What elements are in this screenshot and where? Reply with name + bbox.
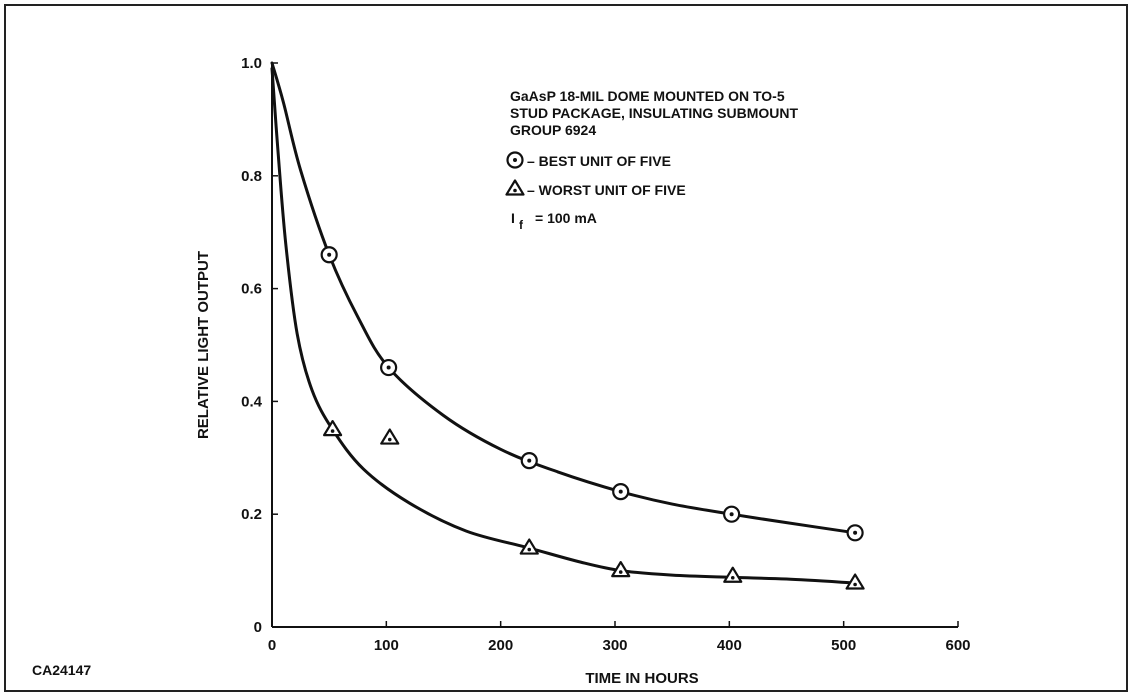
marker-triangle	[723, 566, 743, 583]
y-tick-label: 0.8	[241, 168, 262, 185]
marker-triangle	[845, 573, 865, 590]
worst-unit-point	[611, 560, 631, 578]
x-axis-label: TIME IN HOURS	[585, 670, 698, 687]
marker-dot	[618, 570, 623, 574]
best-unit-point	[520, 452, 538, 470]
figure-id: CA24147	[32, 662, 91, 678]
worst-unit-point	[845, 573, 865, 590]
x-tick-label: 300	[602, 637, 627, 654]
best-unit-point	[723, 505, 741, 523]
x-tick-label: 200	[488, 637, 513, 654]
annotation-line-1: GaAsP 18-MIL DOME MOUNTED ON TO-5	[510, 88, 785, 104]
legend-triangle-marker-icon	[505, 179, 525, 196]
x-tick-label: 400	[717, 637, 742, 654]
marker-triangle	[519, 538, 539, 555]
marker-dot	[729, 512, 734, 517]
best-unit-point	[320, 246, 338, 264]
legend-triangle-icon	[505, 179, 525, 196]
best-unit-point	[380, 358, 398, 377]
legend-label-best: – BEST UNIT OF FIVE	[527, 153, 671, 169]
tick-labels: 0 100 200 300 400 500 600 0 0.2 0.4 0.6 0.8 1.0	[241, 55, 970, 654]
condition-label: I f = 100 mA	[511, 210, 597, 232]
x-tick-label: 600	[945, 637, 970, 654]
marker-triangle	[322, 420, 343, 437]
x-tick-label: 0	[268, 637, 276, 654]
marker-dot	[730, 575, 735, 580]
y-tick-label: 1.0	[241, 55, 262, 72]
marker-dot	[327, 252, 332, 257]
condition-value: = 100 mA	[535, 210, 597, 226]
legend-circle-icon	[506, 151, 524, 169]
y-tick-label: 0.4	[241, 393, 263, 410]
y-tick-label: 0.2	[241, 506, 262, 523]
best-unit-point	[612, 483, 630, 501]
marker-dot	[618, 489, 623, 494]
worst-unit-point	[723, 566, 743, 583]
marker-dot	[513, 158, 517, 162]
annotation-block: GaAsP 18-MIL DOME MOUNTED ON TO-5 STUD P…	[510, 88, 798, 138]
legend-circle-marker-icon	[506, 151, 524, 169]
worst-unit-point	[380, 428, 400, 445]
legend: – BEST UNIT OF FIVE – WORST UNIT OF FIVE	[505, 151, 686, 198]
annotation-line-3: GROUP 6924	[510, 122, 596, 138]
annotation-line-2: STUD PACKAGE, INSULATING SUBMOUNT	[510, 105, 798, 121]
y-tick-label: 0	[254, 619, 262, 636]
x-tick-label: 100	[374, 637, 399, 654]
worst-unit-point	[322, 420, 343, 437]
best-unit-point	[846, 524, 864, 542]
marker-dot	[527, 458, 532, 463]
marker-dot	[330, 429, 335, 433]
marker-dot	[853, 530, 858, 535]
marker-triangle	[380, 428, 400, 445]
y-tick-label: 0.6	[241, 281, 262, 298]
fitted-curves	[270, 61, 857, 585]
y-axis-label: RELATIVE LIGHT OUTPUT	[195, 251, 212, 439]
marker-dot	[527, 547, 532, 552]
marker-dot	[853, 582, 857, 587]
legend-label-worst: – WORST UNIT OF FIVE	[527, 182, 686, 198]
figure-border	[4, 4, 1128, 692]
x-tick-label: 500	[831, 637, 856, 654]
marker-triangle	[505, 179, 525, 196]
marker-dot	[513, 188, 517, 193]
worst-unit-point	[519, 538, 539, 555]
condition-symbol: I	[511, 210, 515, 226]
condition-subscript: f	[519, 218, 524, 232]
marker-dot	[387, 437, 392, 442]
marker-triangle	[611, 560, 631, 578]
data-markers	[320, 246, 865, 590]
worst-unit-curve	[270, 67, 857, 585]
marker-dot	[386, 365, 391, 370]
plot-axes	[271, 62, 959, 628]
